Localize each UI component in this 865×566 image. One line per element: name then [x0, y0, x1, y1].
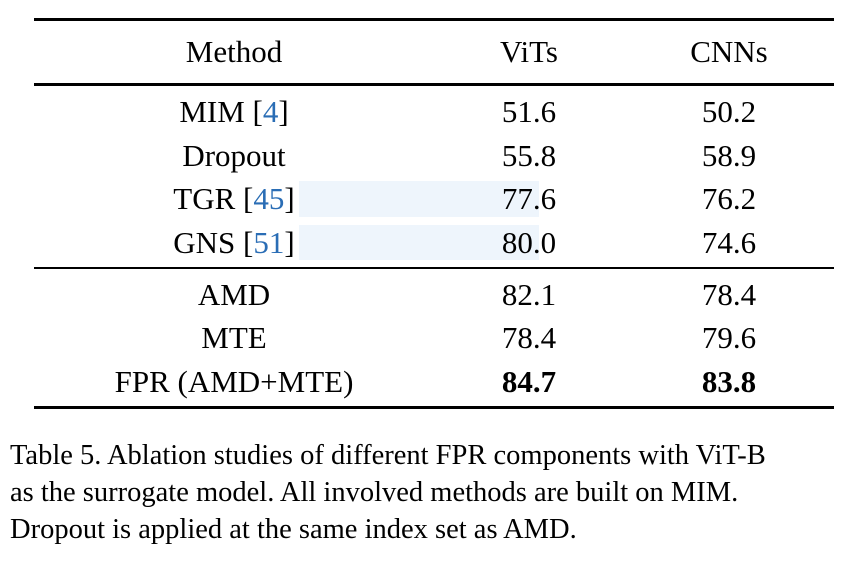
table-row: MIM [4] 51.6 50.2: [34, 90, 834, 134]
table-row: MTE 78.4 79.6: [34, 316, 834, 360]
table-header-row: Method ViTs CNNs: [34, 21, 834, 83]
row-vits-value: 77.6: [501, 181, 557, 216]
citation-link[interactable]: 4: [262, 94, 279, 129]
row-vits-value: 55.8: [501, 137, 557, 173]
top-rule: [34, 18, 834, 21]
header-vits: ViTs: [500, 34, 558, 69]
row-method: FPR (AMD+MTE): [114, 363, 354, 399]
results-table: Method ViTs CNNs MIM [4] 51.6 50.2 Dropo…: [34, 18, 834, 409]
table-caption: Table 5. Ablation studies of different F…: [10, 437, 860, 548]
table-row: FPR (AMD+MTE) 84.7 83.8: [34, 360, 834, 404]
row-cnns-value: 83.8: [701, 363, 757, 399]
table-row: TGR [45] 77.6 76.2: [34, 177, 834, 221]
header-cnns: CNNs: [690, 34, 768, 69]
row-method: AMD: [197, 276, 271, 312]
row-vits-value: 51.6: [501, 94, 557, 129]
row-highlight: [299, 181, 539, 217]
row-method: MIM: [179, 94, 245, 129]
group-rule: [34, 267, 834, 269]
row-cnns-value: 76.2: [701, 181, 757, 216]
row-vits-value: 80.0: [501, 224, 557, 260]
caption-line: as the surrogate model. All involved met…: [10, 477, 739, 508]
row-cnns-value: 74.6: [701, 224, 757, 260]
header-rule: [34, 83, 834, 86]
header-method: Method: [185, 34, 283, 69]
bottom-rule: [34, 406, 834, 409]
row-vits-value: 84.7: [501, 363, 557, 399]
table-row: AMD 82.1 78.4: [34, 273, 834, 317]
citation-link[interactable]: 51: [253, 224, 285, 260]
row-vits-value: 78.4: [501, 320, 557, 355]
row-vits-value: 82.1: [501, 276, 557, 312]
row-method: GNS: [173, 224, 236, 260]
caption-line: Dropout is applied at the same index set…: [10, 514, 577, 545]
row-cnns-value: 50.2: [701, 94, 757, 129]
row-method: Dropout: [182, 137, 286, 173]
table-row: Dropout 55.8 58.9: [34, 134, 834, 178]
row-cnns-value: 58.9: [701, 137, 757, 173]
row-method: MTE: [201, 320, 267, 355]
citation-link[interactable]: 45: [253, 181, 285, 216]
table-row: GNS [51] 80.0 74.6: [34, 221, 834, 265]
row-method: TGR: [173, 181, 236, 216]
row-cnns-value: 79.6: [701, 320, 757, 355]
row-highlight: [299, 224, 539, 260]
caption-line: Table 5. Ablation studies of different F…: [10, 440, 766, 471]
row-cnns-value: 78.4: [701, 276, 757, 312]
